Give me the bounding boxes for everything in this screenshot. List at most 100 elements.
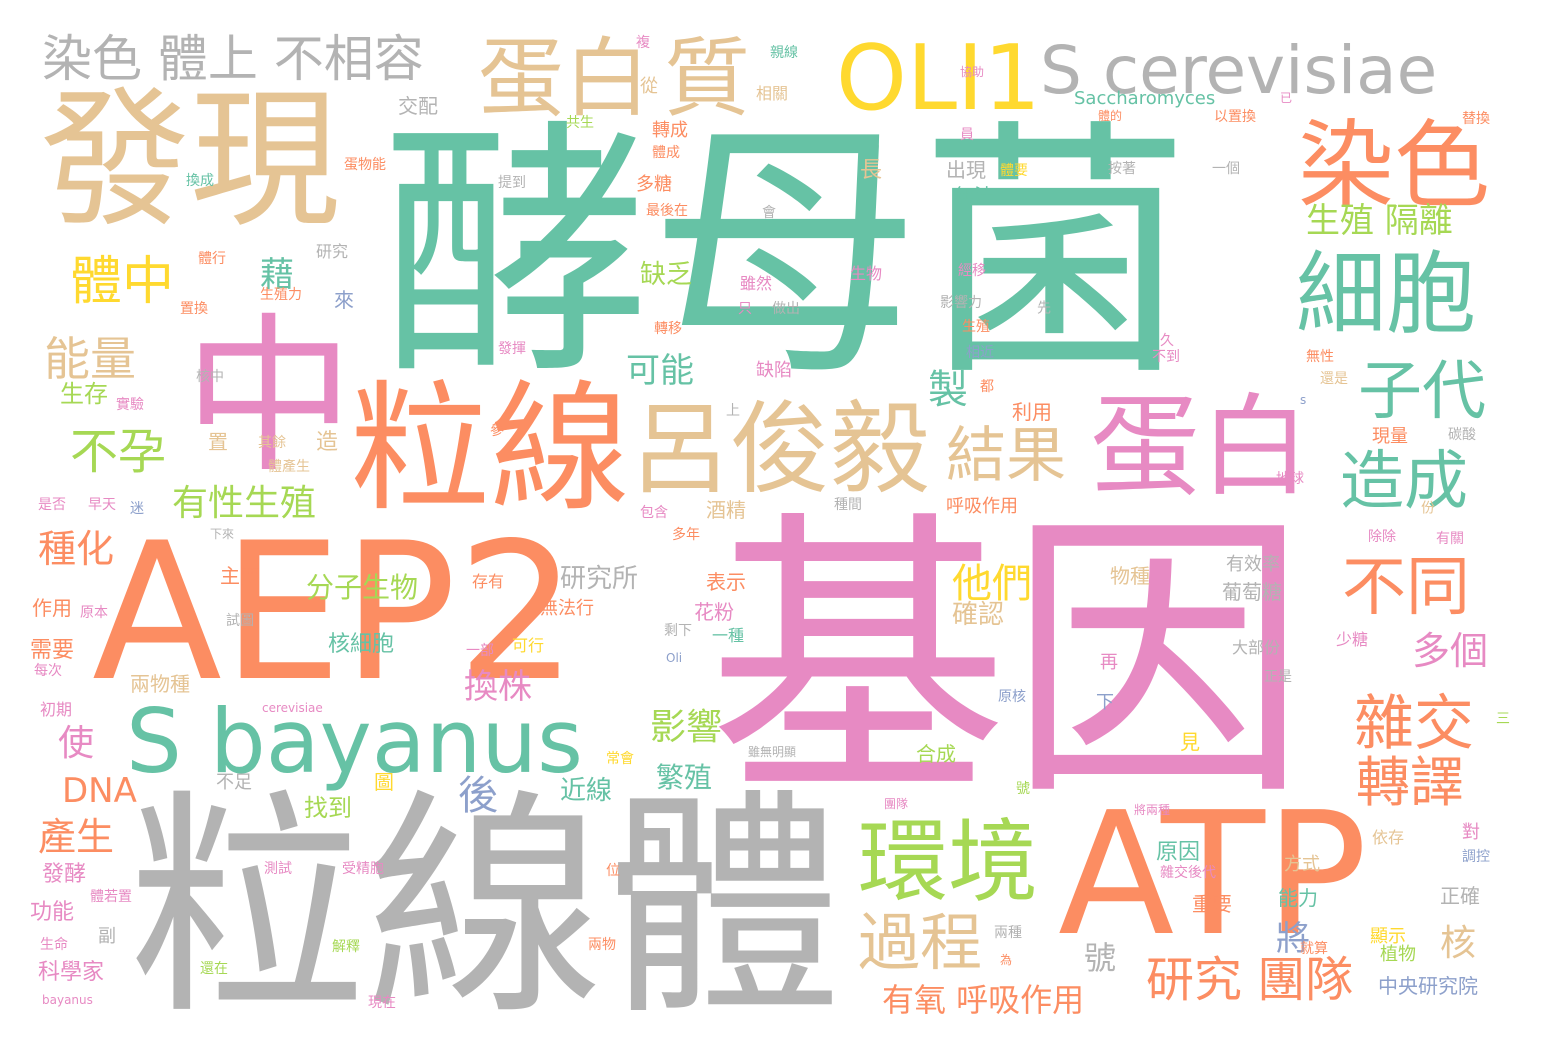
word-cloud-word: 員 (960, 127, 974, 143)
word-cloud-word: 發現 (40, 74, 341, 248)
word-cloud-word: 都 (980, 379, 994, 395)
word-cloud-word: Saccharomyces (1074, 88, 1216, 109)
word-cloud-word: 號 (1016, 781, 1030, 797)
word-cloud-word: cerevisiae (262, 701, 323, 715)
word-cloud-word: 植物 (1380, 944, 1416, 965)
word-cloud-word: 是否 (38, 497, 66, 513)
word-cloud-word: 剩下 (664, 623, 692, 639)
word-cloud-word: 葡萄糖 (1222, 580, 1282, 604)
word-cloud-word: 無性 (1306, 349, 1334, 365)
word-cloud-word: 核細胞 (328, 632, 395, 657)
word-cloud-word: 方式 (1284, 854, 1320, 875)
word-cloud-word: 基因 (708, 487, 1308, 836)
word-cloud-word: 蛋白 (1090, 383, 1310, 511)
word-cloud-word: 每次 (34, 663, 62, 679)
word-cloud-word: 先 (1035, 300, 1051, 314)
word-cloud-word: 多個 (1412, 629, 1489, 673)
word-cloud-word: 會 (762, 205, 776, 221)
word-cloud-word: 為 (1000, 953, 1013, 967)
word-cloud-word: 利用 (1012, 400, 1052, 424)
word-cloud-word: 有效率 (1226, 554, 1280, 575)
word-cloud-word: 繁殖 (656, 761, 713, 794)
word-cloud-word: 中央研究院 (1378, 974, 1478, 998)
word-cloud-word: 再 (1100, 652, 1118, 673)
word-cloud-word: 號 (1084, 939, 1117, 977)
word-cloud-word: 子代 (1358, 355, 1486, 429)
word-cloud-word: 置換 (180, 301, 208, 317)
word-cloud-word: 常會 (606, 751, 634, 767)
word-cloud-word: 就算 (1300, 941, 1328, 957)
word-cloud-word: 原核 (998, 689, 1026, 705)
word-cloud-word: 久 (1160, 333, 1174, 349)
word-cloud-word: 生殖 隔離 (1306, 201, 1453, 241)
word-cloud-word: 造成 (1340, 445, 1468, 519)
word-cloud-word: 發揮 (498, 341, 526, 357)
word-cloud-word: OLI1 (836, 26, 1041, 131)
word-cloud-word: 製 (928, 367, 968, 413)
word-cloud-word: 酵母菌 (380, 97, 1190, 412)
word-cloud-word: 長 (860, 158, 883, 183)
word-cloud-word: 雜交後代 (1160, 865, 1216, 881)
word-cloud-word: 有關 (1436, 531, 1464, 547)
word-cloud-word: 以置換 (1214, 109, 1256, 125)
word-cloud-word: 正是 (1264, 669, 1292, 685)
word-cloud-word: 早天 (88, 497, 116, 513)
word-cloud-word: 大部份 (1232, 638, 1281, 657)
word-cloud-word: 團隊 (884, 797, 909, 811)
word-cloud-word: 解釋 (332, 939, 360, 955)
word-cloud-word: 下 (1096, 692, 1114, 713)
word-cloud-word: 相近 (966, 345, 994, 361)
word-cloud-word: 近線 (560, 776, 613, 806)
word-cloud-word: 現在 (368, 995, 396, 1011)
word-cloud-word: 種間 (834, 497, 862, 513)
word-cloud-word: 不孕 (70, 424, 167, 480)
word-cloud-word: 調控 (1462, 849, 1490, 865)
word-cloud-word: 無法行 (540, 598, 594, 619)
word-cloud-word: 功能 (30, 900, 75, 925)
word-cloud-word: 參 (490, 423, 504, 439)
word-cloud-word: 迷 (130, 501, 144, 517)
word-cloud-word: 測試 (264, 861, 292, 877)
word-cloud-word: 酒精 (706, 498, 746, 522)
word-cloud-word: 蛋物能 (344, 157, 386, 173)
word-cloud-word: 對 (1462, 822, 1480, 843)
word-cloud-word: bayanus (42, 993, 93, 1007)
word-cloud-word: 中 (154, 306, 352, 476)
word-cloud-word: 地球 (1276, 471, 1304, 487)
word-cloud-word: 主要 (220, 564, 260, 588)
word-cloud-word: 兩物種 (130, 672, 190, 696)
word-cloud-word: 受精胞 (342, 861, 384, 877)
word-cloud-word: 共生 (566, 115, 594, 131)
word-cloud-word: 轉成 (652, 120, 688, 141)
word-cloud-word: 體要 (1000, 163, 1028, 179)
word-cloud-word: 經移 (958, 263, 986, 279)
word-cloud-word: 找到 (304, 794, 352, 822)
word-cloud-word: 作用 (32, 596, 72, 620)
word-cloud-word: 環境 (858, 810, 1038, 915)
word-cloud-word: 研究 團隊 (1146, 952, 1354, 1008)
word-cloud-word: 只 (738, 301, 752, 317)
word-cloud-word: AEP2 (92, 502, 578, 723)
word-cloud-word: 按著 (1108, 161, 1136, 177)
word-cloud-word: 碳酸 (1448, 427, 1476, 443)
word-cloud-word: 質 (664, 29, 750, 129)
word-cloud-word: 他們 (952, 561, 1032, 607)
word-cloud-word: 換成 (186, 173, 214, 189)
word-cloud-word: 使 (58, 723, 95, 764)
word-cloud-word: 試圖 (226, 613, 254, 629)
word-cloud-word: 實驗 (116, 397, 144, 413)
word-cloud-word: 科學家 (38, 960, 105, 985)
word-cloud-word: 三 (1496, 711, 1510, 727)
word-cloud-word: 確認 (952, 600, 1005, 630)
word-cloud-word: 親線 (770, 45, 798, 61)
word-cloud-word: 體中 (70, 252, 175, 312)
word-cloud-word: 有氧 呼吸作用 (882, 981, 1085, 1019)
word-cloud-word: 雖然 (740, 274, 773, 293)
word-cloud-word: 缺陷 (756, 360, 792, 381)
word-cloud-word: 置 (208, 430, 228, 454)
word-cloud-word: 呂俊毅 (630, 391, 930, 508)
word-cloud-word: ATP (1058, 776, 1368, 974)
word-cloud-word: 除除 (1368, 529, 1396, 545)
word-cloud-word: 多糖 (636, 174, 672, 195)
word-cloud-word: Oli (666, 651, 683, 665)
